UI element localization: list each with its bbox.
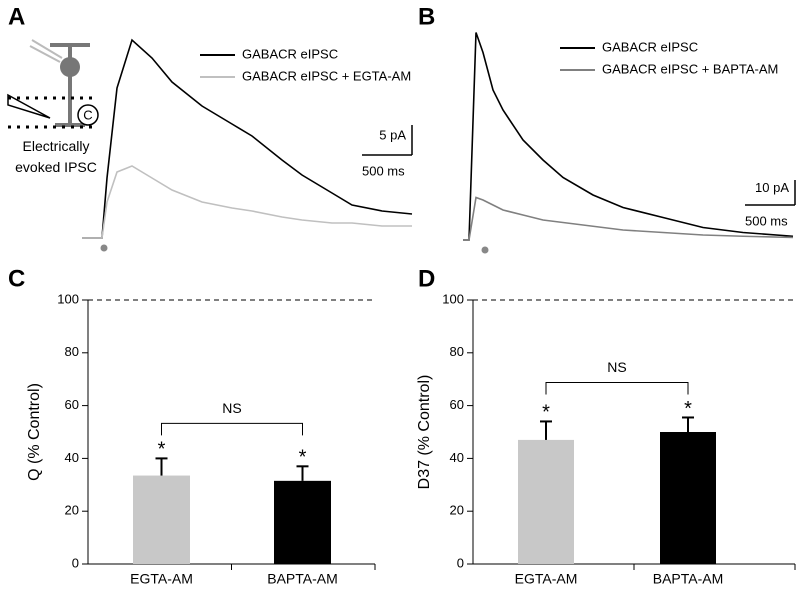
- stimulus-marker: [100, 244, 108, 252]
- scale-bar-x-label: 500 ms: [745, 213, 788, 228]
- scale-bar-x-label: 500 ms: [362, 163, 405, 178]
- inset-label-1: Electrically evoked IPSC: [15, 138, 97, 175]
- bar: [518, 439, 574, 564]
- significance-star: *: [158, 439, 166, 461]
- x-tick-label: EGTA-AM: [515, 571, 578, 587]
- y-tick-label: 20: [450, 503, 464, 518]
- significance-star: *: [684, 398, 692, 420]
- y-tick-label: 40: [65, 450, 79, 465]
- y-tick-label: 60: [450, 397, 464, 412]
- y-tick-label: 100: [57, 291, 79, 306]
- legend-label: GABACR eIPSC + BAPTA-AM: [602, 61, 778, 76]
- x-tick-label: EGTA-AM: [130, 571, 193, 587]
- x-tick-label: BAPTA-AM: [653, 571, 724, 587]
- panel-label: B: [418, 3, 435, 30]
- y-tick-label: 80: [65, 344, 79, 359]
- scale-bar-y-label: 10 pA: [755, 180, 789, 195]
- bar: [274, 480, 331, 564]
- bracket-label: NS: [607, 359, 626, 375]
- bar: [133, 475, 190, 564]
- stimulus-marker: [481, 246, 489, 254]
- significance-star: *: [542, 402, 550, 424]
- y-axis-label: D37 (% Control): [416, 375, 433, 490]
- y-tick-label: 20: [65, 503, 79, 518]
- bracket-label: NS: [222, 400, 241, 416]
- legend-label: GABACR eIPSC: [602, 39, 698, 54]
- y-tick-label: 60: [65, 397, 79, 412]
- comparison-bracket: [545, 381, 689, 395]
- trace: [463, 32, 794, 241]
- y-tick-label: 100: [442, 291, 464, 306]
- trace: [82, 38, 413, 239]
- panel-label: A: [8, 3, 25, 30]
- y-tick-label: 0: [72, 555, 79, 570]
- y-tick-label: 0: [457, 555, 464, 570]
- inset-diagram: C: [7, 39, 99, 129]
- scale-bar-y-label: 5 pA: [379, 127, 406, 142]
- significance-star: *: [299, 447, 307, 469]
- legend-label: GABACR eIPSC: [242, 46, 338, 61]
- x-tick-label: BAPTA-AM: [267, 571, 338, 587]
- bar: [660, 432, 716, 564]
- svg-text:C: C: [83, 107, 92, 122]
- y-tick-label: 40: [450, 450, 464, 465]
- comparison-bracket: [161, 422, 303, 436]
- y-axis-label: Q (% Control): [26, 383, 43, 481]
- legend-label: GABACR eIPSC + EGTA-AM: [242, 68, 411, 83]
- panel-label: C: [8, 265, 25, 292]
- trace: [82, 165, 412, 239]
- trace: [463, 196, 794, 241]
- panel-label: D: [418, 265, 435, 292]
- y-tick-label: 80: [450, 344, 464, 359]
